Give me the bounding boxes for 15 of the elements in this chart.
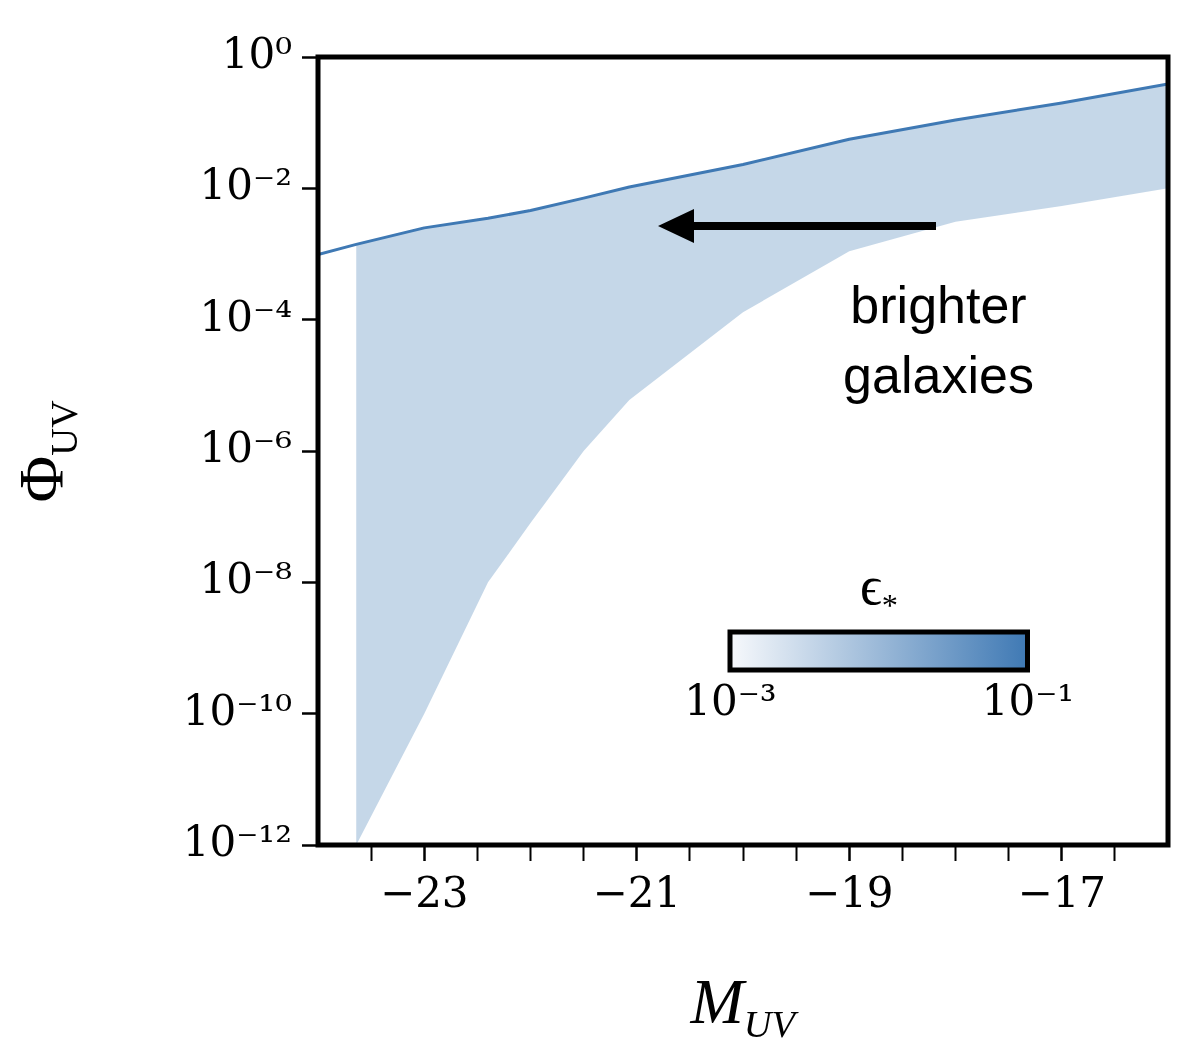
y-tick-label: 10⁰	[221, 28, 292, 78]
annotation: 10⁻³	[684, 676, 777, 726]
y-tick-label: 10⁻²	[199, 160, 292, 210]
y-tick-label: 10⁻⁸	[199, 554, 292, 604]
x-tick-label: −23	[379, 868, 469, 918]
y-tick-label: 10⁻⁴	[199, 291, 292, 341]
x-tick-label: −17	[1017, 868, 1107, 918]
y-tick-label: 10⁻¹⁰	[182, 685, 292, 735]
x-tick-label: −21	[592, 868, 682, 918]
y-tick-label: 10⁻⁶	[199, 422, 292, 472]
color-bar-title: ϵ$_{*}$	[860, 555, 899, 625]
x-tick-label: −19	[804, 868, 894, 918]
annotation: brighter galaxies	[842, 274, 1035, 406]
y-tick-label: 10⁻¹²	[182, 816, 292, 866]
annotation: 10⁻¹	[981, 676, 1075, 726]
